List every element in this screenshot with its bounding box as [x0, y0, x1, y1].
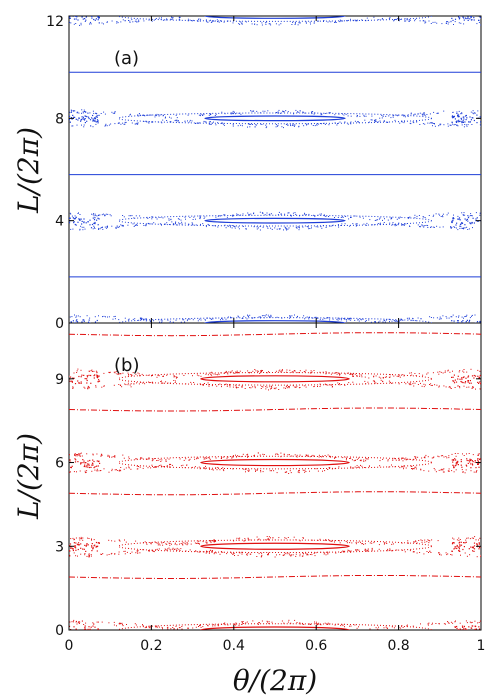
- x-tick-label: 0.8: [387, 638, 409, 654]
- panel-b-plot: [69, 332, 481, 630]
- x-tick-label: 0.6: [305, 638, 327, 654]
- x-tick-label: 1: [477, 638, 486, 654]
- y-tick-label: 12: [46, 14, 64, 30]
- separatrix-band: [69, 109, 481, 129]
- y-tick-label: 4: [55, 214, 64, 230]
- panel-b-label: (b): [114, 355, 139, 376]
- inner-orbit: [200, 375, 350, 383]
- y-tick-label: 0: [55, 623, 64, 639]
- inner-orbit: [200, 458, 350, 467]
- y-tick-label: 3: [55, 539, 64, 555]
- panel-a-label: (a): [114, 48, 139, 69]
- y-tick-label: 8: [55, 111, 64, 127]
- panel-a-plot: [69, 16, 481, 323]
- invariant-line: [69, 575, 481, 579]
- panel-a-ylabel: L/(2π): [12, 127, 45, 214]
- outer-orbit: [117, 214, 433, 227]
- inner-orbit: [200, 542, 350, 550]
- inner-orbit: [200, 626, 350, 630]
- separatrix-band: [69, 16, 481, 26]
- separatrix-band: [69, 368, 481, 391]
- inner-orbit: [204, 115, 346, 122]
- y-tick-label: 9: [55, 372, 64, 388]
- separatrix-band: [69, 211, 481, 231]
- panel-b-frame: [68, 322, 482, 631]
- outer-orbit: [117, 455, 433, 470]
- outer-orbit: [117, 112, 433, 125]
- inner-orbit: [204, 217, 346, 224]
- panel-b-ylabel: L/(2π): [12, 433, 45, 520]
- outer-orbit: [117, 539, 433, 554]
- invariant-line: [69, 332, 481, 337]
- invariant-line: [69, 407, 481, 412]
- outer-orbit: [117, 372, 433, 386]
- inner-orbit: [204, 320, 346, 323]
- outer-orbit: [117, 623, 433, 630]
- separatrix-band: [69, 536, 481, 558]
- x-axis-label: θ/(2π): [233, 664, 317, 697]
- y-tick-label: 0: [55, 316, 64, 332]
- x-tick-label: 0: [65, 638, 74, 654]
- separatrix-band: [69, 314, 481, 323]
- inner-orbit: [204, 16, 346, 19]
- outer-orbit: [117, 16, 433, 22]
- x-tick-label: 0.4: [223, 638, 245, 654]
- separatrix-band: [69, 619, 481, 630]
- invariant-line: [69, 491, 481, 496]
- separatrix-band: [69, 452, 481, 474]
- x-tick-label: 0.2: [140, 638, 162, 654]
- y-tick-label: 6: [55, 456, 64, 472]
- axis-ticks: 0 4 8 12 0 3 6 9 0 0.2 0.4 0.6 0.8 1: [46, 14, 485, 654]
